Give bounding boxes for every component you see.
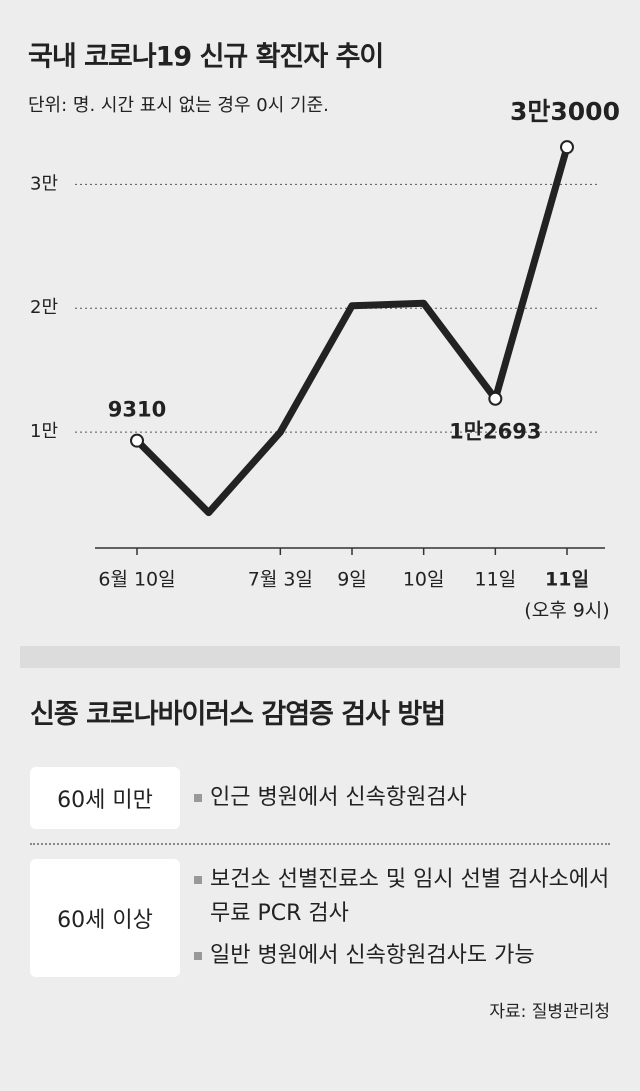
marker xyxy=(488,391,503,406)
chart-title: 국내 코로나19 신규 확진자 추이 xyxy=(28,42,383,73)
data-label: 9310 xyxy=(108,398,166,422)
item: 보건소 선별진료소 및 임시 선별 검사소에서 무료 PCR 검사 xyxy=(194,863,610,931)
chart-subtitle: 단위: 명. 시간 표시 없는 경우 0시 기준. xyxy=(28,95,329,116)
data-label: 3만3000 xyxy=(510,97,620,126)
item: 일반 병원에서 신속항원검사도 가능 xyxy=(194,939,610,973)
source: 자료: 질병관리청 xyxy=(489,1002,610,1022)
line xyxy=(133,143,571,517)
testing-section: 신종 코로나바이러스 감염증 검사 방법 60세 미만 인근 병원에서 신속항원검… xyxy=(0,692,640,1022)
y-tick-label: 1만 xyxy=(30,421,58,442)
marker xyxy=(560,140,574,155)
x-tick-note: (오후 9시) xyxy=(524,600,609,622)
group-label: 60세 미만 xyxy=(30,767,180,829)
y-tick-label: 3만 xyxy=(30,173,58,194)
x-tick-label: 7월 3일 xyxy=(248,569,313,591)
chart: 국내 코로나19 신규 확진자 추이 단위: 명. 시간 표시 없는 경우 0시… xyxy=(28,42,620,622)
x-tick-label: 9일 xyxy=(337,569,367,591)
x-tick-label: 11일 xyxy=(474,569,516,591)
x-tick-label: 10일 xyxy=(403,569,445,591)
item-list: 인근 병원에서 신속항원검사 xyxy=(194,781,610,815)
testing-table: 60세 미만 인근 병원에서 신속항원검사 60세 이상 보건소 선별진료소 및 임시… xyxy=(30,753,610,991)
section-title: 신종 코로나바이러스 감염증 검사 방법 xyxy=(30,699,446,730)
separator xyxy=(20,646,620,668)
x-tick-label: 6월 10일 xyxy=(98,569,175,591)
group-label: 60세 이상 xyxy=(30,859,180,977)
item: 인근 병원에서 신속항원검사 xyxy=(194,781,610,815)
x-tick-label: 11일 xyxy=(545,569,589,591)
data-label: 1만2693 xyxy=(449,420,541,444)
marker xyxy=(130,433,144,448)
table-row: 60세 미만 인근 병원에서 신속항원검사 xyxy=(30,753,610,843)
y-tick-label: 2만 xyxy=(30,297,58,318)
